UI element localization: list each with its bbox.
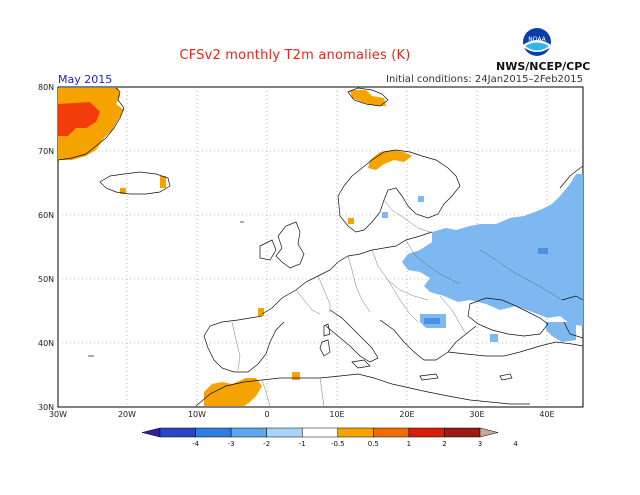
russia-cold-core [538,248,548,254]
country-borders [231,199,563,407]
lat-label-50n: 50N [38,275,54,284]
scandinavia-coast [337,149,461,233]
colorbar-right-arrow [479,427,499,438]
colorbar-swatch [159,427,196,438]
finland-cool-patch [418,196,424,202]
algeria-warm-patch [292,372,300,380]
iceland-coast [99,171,171,195]
svalbard-warm-patch [350,90,386,106]
longitude-labels: 30W 20W 10W 0 10E 20E 30E 40E [49,410,555,419]
colorbar-tick-label: -1 [299,440,306,448]
lon-label-10w: 10W [188,410,206,419]
anatolia-cool-patch [490,334,498,342]
colorbar-tick-label: 3 [478,440,482,448]
map-title: CFSv2 monthly T2m anomalies (K) [179,48,411,63]
morocco-warm-patch [204,378,262,406]
black-sea-coast [467,297,549,337]
colorbar-tick-label: 0.5 [368,440,379,448]
latitude-labels: 80N 70N 60N 50N 40N 30N [38,83,54,412]
biscay-warm-patch [258,308,264,316]
lon-label-20e: 20E [399,410,414,419]
svalbard-coast [347,87,389,107]
colorbar-swatch [266,427,303,438]
balkans-coast [379,319,477,361]
colorbar-left-arrow [141,427,161,438]
balkan-cold-core [424,318,440,324]
colorbar-swatch [373,427,410,438]
ireland-coast [259,239,277,261]
colorbar-tick-label: -0.5 [331,440,345,448]
lon-label-0: 0 [264,410,269,419]
russia-cool-patch [402,174,583,326]
agency-label: NWS/NCEP/CPC [496,60,591,73]
sardinia-coast [319,339,331,357]
colorbar-tick-label: 2 [442,440,446,448]
colorbar-swatch [408,427,445,438]
initial-conditions-label: Initial conditions: 24Jan2015–2Feb2015 [386,74,583,85]
colorbar-tick-label: -2 [263,440,270,448]
continent-coast [261,231,433,315]
corsica-coast [323,323,331,337]
crete-coast [419,373,439,381]
lon-label-10e: 10E [329,410,344,419]
iceland-warm-patch [160,176,166,188]
lon-label-30e: 30E [469,410,484,419]
lon-label-20w: 20W [118,410,136,419]
colorbar-swatch [444,427,481,438]
iberia-coast [203,315,285,373]
lat-label-70n: 70N [38,147,54,156]
colorbar-tick-label: 1 [407,440,411,448]
british-isles-coast [275,221,305,269]
colorbar-swatch [337,427,374,438]
colorbar-swatch [195,427,232,438]
lat-label-30n: 30N [38,403,54,412]
logo-text: NOAA [528,36,546,43]
colorbar-swatch [301,427,339,438]
month-label: May 2015 [58,73,113,86]
lat-label-60n: 60N [38,211,54,220]
caspian-cool-patch [546,322,576,342]
caspian-coast [561,295,584,339]
lon-label-30w: 30W [49,410,67,419]
greenland-hot-patch [58,102,100,136]
negative-anomaly-shading [382,174,583,342]
baltic-cool-patch [382,212,388,218]
colorbar: -4 -3 -2 -1 -0.5 0.5 1 2 3 4 [141,427,518,448]
lat-label-40n: 40N [38,339,54,348]
colorbar-tick-label: -4 [192,440,200,448]
norway-south-warm-patch [348,218,354,224]
noaa-logo: NOAA [522,27,552,57]
anatolia-coast [447,341,584,357]
lat-label-80n: 80N [38,83,54,92]
greenland-coast [57,87,125,161]
italy-coast [325,309,379,363]
colorbar-tick-label: -3 [228,440,235,448]
coastlines [57,87,584,407]
north-africa-coast [195,373,530,407]
cyprus-coast [499,373,513,381]
novaya-zemlya-coast [559,165,584,189]
colorbar-swatch [230,427,267,438]
colorbar-tick-label: 4 [513,440,518,448]
lon-label-40e: 40E [539,410,554,419]
sicily-coast [351,359,371,369]
